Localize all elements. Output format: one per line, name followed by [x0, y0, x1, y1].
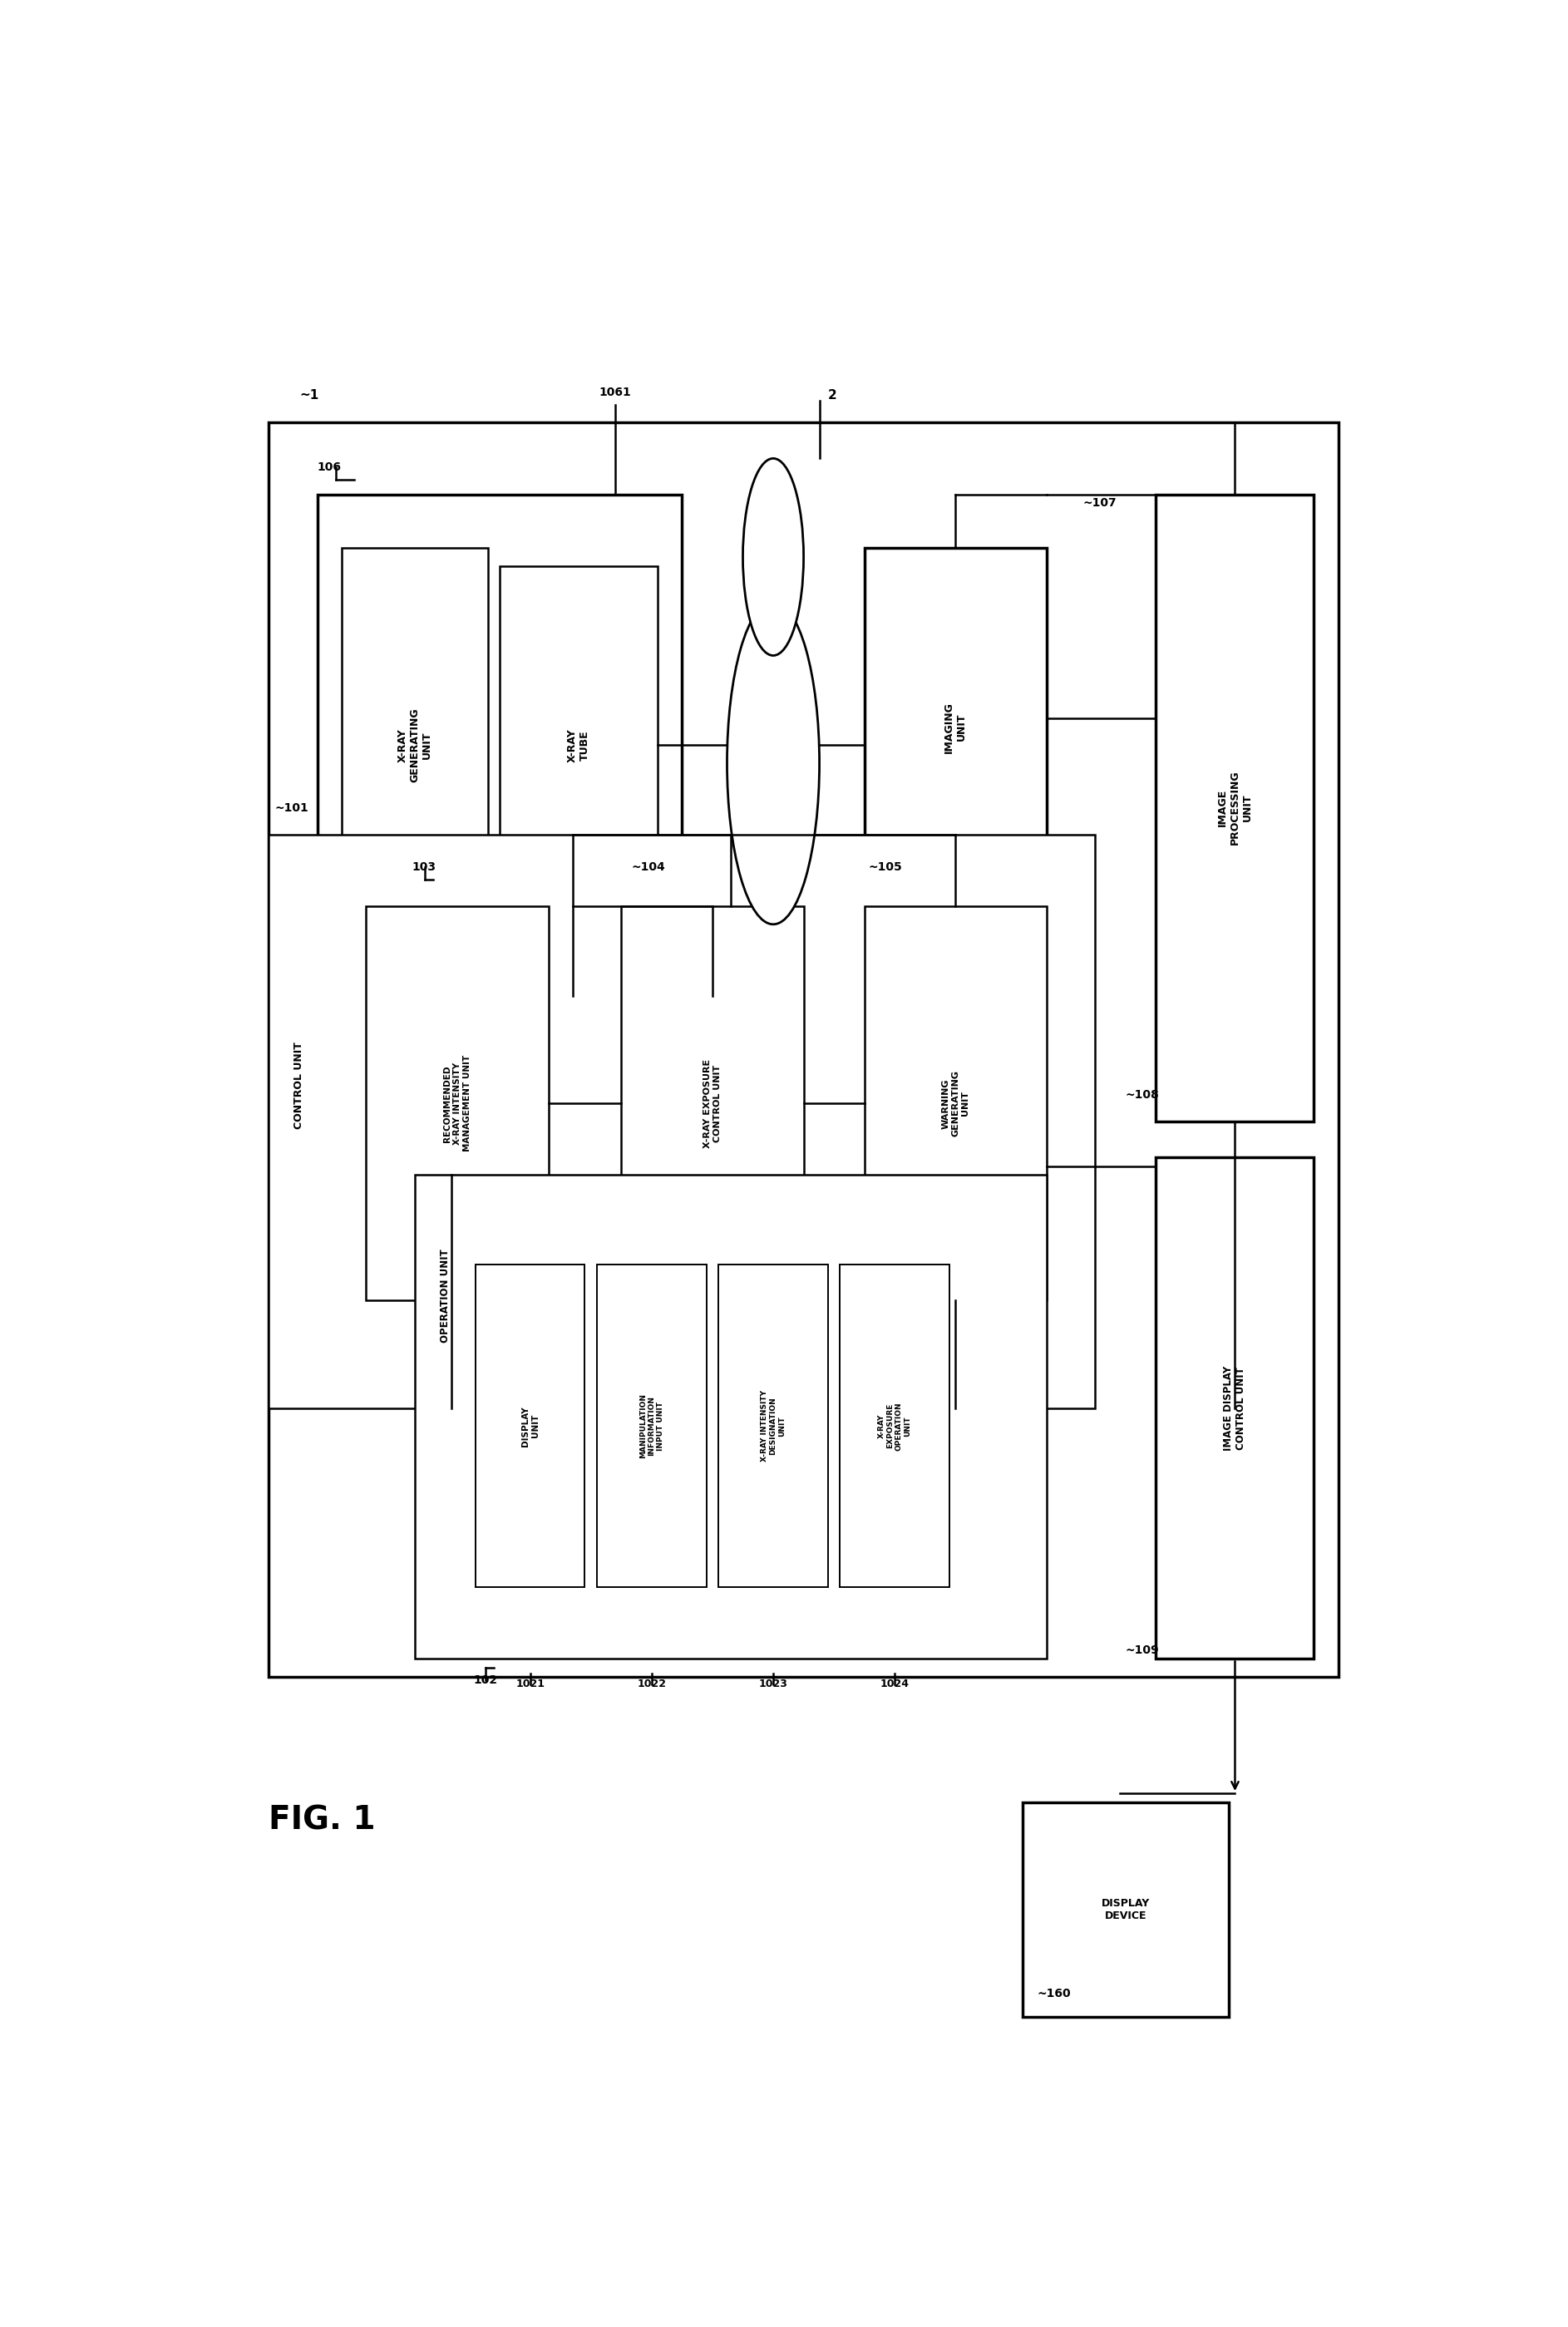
Bar	[840, 1266, 950, 1587]
Text: X-RAY EXPOSURE
CONTROL UNIT: X-RAY EXPOSURE CONTROL UNIT	[704, 1059, 721, 1147]
Text: ~109: ~109	[1126, 1645, 1159, 1657]
Bar	[718, 1266, 828, 1587]
Text: 1022: 1022	[637, 1678, 666, 1689]
Bar	[500, 565, 659, 924]
Text: 1024: 1024	[880, 1678, 909, 1689]
Text: ~108: ~108	[1126, 1089, 1159, 1101]
Text: 2: 2	[828, 389, 837, 403]
Bar	[1156, 493, 1314, 1122]
Bar	[270, 424, 1339, 1678]
Bar	[318, 493, 682, 996]
Text: ~107: ~107	[1083, 498, 1116, 510]
Text: IMAGING
UNIT: IMAGING UNIT	[944, 700, 967, 754]
Text: ~104: ~104	[630, 861, 665, 873]
Bar	[414, 1175, 1047, 1659]
Text: 106: 106	[318, 461, 342, 472]
Text: ~101: ~101	[274, 803, 309, 814]
Bar	[342, 549, 488, 942]
Text: OPERATION UNIT: OPERATION UNIT	[439, 1250, 450, 1343]
Text: ~1: ~1	[299, 389, 318, 403]
Text: ~105: ~105	[869, 861, 902, 873]
Bar	[621, 908, 804, 1301]
Ellipse shape	[728, 603, 820, 924]
Text: CONTROL UNIT: CONTROL UNIT	[293, 1042, 304, 1129]
Bar	[475, 1266, 585, 1587]
Text: DISPLAY
UNIT: DISPLAY UNIT	[521, 1406, 539, 1445]
Text: ~160: ~160	[1036, 1987, 1071, 1999]
Text: 102: 102	[474, 1675, 497, 1687]
Text: 103: 103	[412, 861, 436, 873]
Text: DISPLAY
DEVICE: DISPLAY DEVICE	[1101, 1899, 1149, 1922]
Text: X-RAY
TUBE: X-RAY TUBE	[568, 728, 591, 761]
Text: 1021: 1021	[516, 1678, 544, 1689]
Text: X-RAY
EXPOSURE
OPERATION
UNIT: X-RAY EXPOSURE OPERATION UNIT	[878, 1401, 911, 1450]
Bar	[864, 549, 1047, 908]
Text: 1023: 1023	[759, 1678, 787, 1689]
Bar	[1022, 1801, 1229, 2018]
Bar	[367, 908, 549, 1301]
Text: WARNING
GENERATING
UNIT: WARNING GENERATING UNIT	[942, 1070, 969, 1136]
Text: 1061: 1061	[599, 386, 632, 398]
Text: FIG. 1: FIG. 1	[270, 1803, 376, 1836]
Bar	[270, 835, 1096, 1408]
Text: IMAGE
PROCESSING
UNIT: IMAGE PROCESSING UNIT	[1217, 770, 1253, 845]
Bar	[1156, 1157, 1314, 1659]
Text: X-RAY INTENSITY
DESIGNATION
UNIT: X-RAY INTENSITY DESIGNATION UNIT	[760, 1389, 786, 1461]
Text: RECOMMENDED
X-RAY INTENSITY
MANAGEMENT UNIT: RECOMMENDED X-RAY INTENSITY MANAGEMENT U…	[444, 1054, 470, 1152]
Bar	[597, 1266, 707, 1587]
Text: X-RAY
GENERATING
UNIT: X-RAY GENERATING UNIT	[397, 707, 433, 782]
Text: MANIPULATION
INFORMATION
INPUT UNIT: MANIPULATION INFORMATION INPUT UNIT	[640, 1394, 665, 1459]
Bar	[864, 908, 1047, 1301]
Ellipse shape	[743, 458, 804, 656]
Text: IMAGE DISPLAY
CONTROL UNIT: IMAGE DISPLAY CONTROL UNIT	[1223, 1366, 1247, 1450]
